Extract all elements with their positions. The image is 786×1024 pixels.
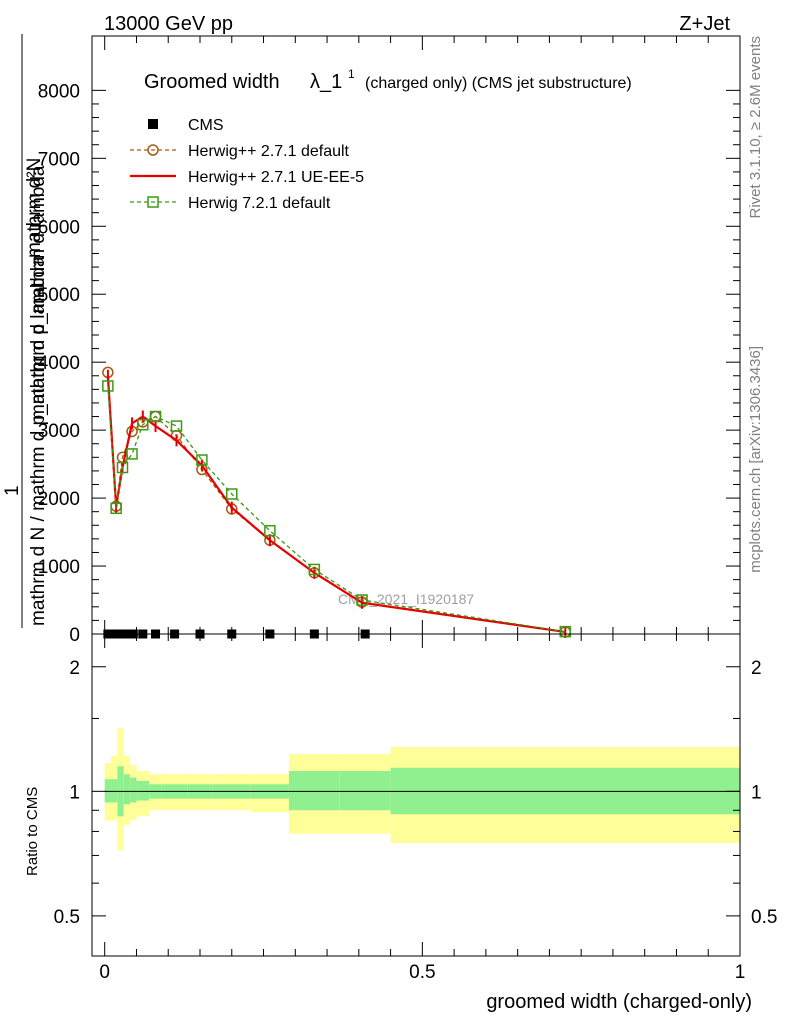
ratio-x-tick-label: 0 [99,962,110,983]
y-label-mid: mathrm d p_mathrm d lambda [28,165,49,420]
main-y-tick-label: 2000 [38,489,80,510]
legend-entry-herwig7: Herwig 7.2.1 default [130,195,331,212]
ratio-y-tick-label-right: 0.5 [751,907,777,928]
ratio-plot-frame [91,633,741,957]
ratio-y-tick-label: 0.5 [54,907,80,928]
title-subtitle: (charged only) (CMS jet substructure) [365,75,632,92]
ratio-y-label: Ratio to CMS [24,787,41,876]
series-point-3 [264,524,276,537]
ratio-y-tick-label-right: 1 [751,782,762,803]
ratio-inner-band [130,777,137,803]
ratio-x-tick-label: 0.5 [409,962,435,983]
header-right: Z+Jet [679,13,730,35]
series-point-3 [196,454,208,466]
series-point-3 [149,410,162,423]
legend-entry-cms: CMS [148,117,224,134]
series-point-3 [559,625,572,638]
legend-label-cms: CMS [188,117,224,134]
ratio-bands [104,728,740,851]
main-y-tick-label: 7000 [38,149,80,170]
ratio-y-tick-label: 2 [69,658,80,679]
main-y-tick-label: 6000 [38,217,80,238]
legend-marker-herwig7 [147,196,159,208]
rivet-label: Rivet 3.1.10, ≥ 2.6M events [747,36,764,219]
mcplots-label: mcplots.cern.ch [arXiv:1306.3436] [747,346,764,573]
main-y-label: mathrm d²N mathrm d p_mathrm d lambda 1 … [2,34,49,628]
y-label-bottom: mathrm d N / mathrm d p_mathrm d lambda [28,256,49,626]
main-y-tick-label: 0 [69,625,80,646]
series-point-3 [137,418,149,431]
ratio-y-axis: 0.5 0.5 1 1 2 2 [54,658,778,928]
legend-label-herwig-ue: Herwig++ 2.7.1 UE-EE-5 [188,169,364,186]
series-point-3 [170,420,183,432]
series-point-3 [116,461,129,474]
main-y-tick-label: 8000 [38,81,80,102]
legend-marker-cms [148,119,158,129]
ratio-inner-band [104,779,112,803]
legend-label-herwig7: Herwig 7.2.1 default [188,195,331,212]
main-y-tick-label: 3000 [38,421,80,442]
series-point-3 [308,563,321,576]
series-line-1 [107,372,566,633]
series-line-2 [106,375,566,634]
main-y-tick-label: 5000 [38,285,80,306]
ratio-inner-band [111,779,118,803]
chart-title: Groomed width λ_1 1 (charged only) (CMS … [144,67,632,93]
ratio-inner-band [339,770,391,811]
series-line-3 [107,385,566,633]
legend-entry-herwig-default: Herwig++ 2.7.1 default [130,143,350,160]
y-label-one: 1 [2,485,23,496]
ratio-inner-band [288,770,340,811]
ratio-inner-band [123,774,131,805]
series-point-3 [356,594,368,606]
main-y-axis: 0 1000 2000 3000 4000 5000 6000 7000 8000 [38,81,740,646]
title-symbol: λ_1 [310,71,342,93]
main-y-tick-label: 1000 [38,557,80,578]
legend-label-herwig-default: Herwig++ 2.7.1 default [188,143,350,160]
legend-entry-herwig-ue: Herwig++ 2.7.1 UE-EE-5 [130,169,364,186]
legend: CMS Herwig++ 2.7.1 default Herwig++ 2.7.… [130,117,364,212]
title-text: Groomed width [144,71,280,93]
title-superscript: 1 [348,67,355,81]
series-point-3 [110,502,122,515]
ratio-y-tick-label: 1 [69,782,80,803]
ratio-x-axis: 0 0.5 1 [99,634,745,983]
series-point-3 [226,488,238,500]
main-y-tick-label: 4000 [38,353,80,374]
series-point-3 [126,448,138,460]
legend-marker-herwig-default [147,144,159,156]
y-label-top: mathrm d²N [24,158,45,258]
ratio-inner-band [136,780,150,801]
ratio-x-tick-label: 1 [735,962,746,983]
series-point-3 [102,380,114,392]
series-layer [102,366,572,639]
x-axis-label: groomed width (charged-only) [486,991,752,1013]
analysis-watermark: CMS_2021_I1920187 [338,591,474,607]
ratio-y-tick-label-right: 2 [751,658,762,679]
header-left: 13000 GeV pp [104,13,233,35]
